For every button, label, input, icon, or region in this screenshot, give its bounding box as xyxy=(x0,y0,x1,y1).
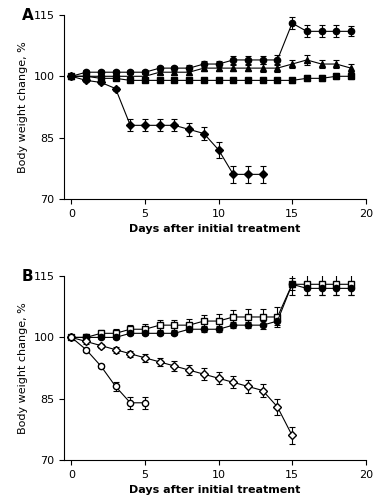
X-axis label: Days after initial treatment: Days after initial treatment xyxy=(129,224,300,234)
Y-axis label: Body weight change, %: Body weight change, % xyxy=(18,41,28,173)
Text: B: B xyxy=(22,269,34,284)
X-axis label: Days after initial treatment: Days after initial treatment xyxy=(129,486,300,496)
Y-axis label: Body weight change, %: Body weight change, % xyxy=(18,302,28,434)
Text: A: A xyxy=(22,8,34,22)
